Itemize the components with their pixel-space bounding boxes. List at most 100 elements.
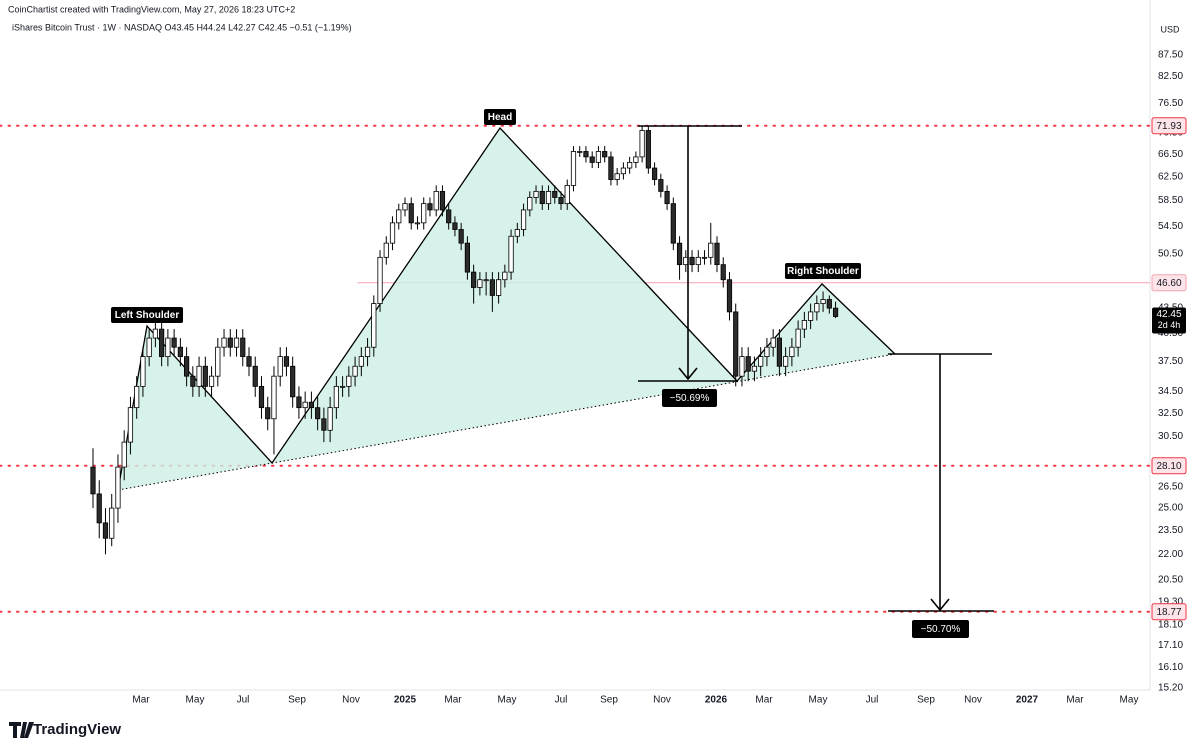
- candle-body: [140, 356, 146, 387]
- candle-body: [577, 151, 583, 153]
- label-box: [111, 307, 183, 323]
- candle-body: [240, 337, 246, 358]
- candle-body: [826, 299, 832, 309]
- candle-body: [664, 190, 670, 205]
- candle-body: [595, 151, 602, 163]
- candle-body: [296, 396, 302, 409]
- candle-body: [196, 365, 202, 387]
- brand-name: TradingView: [33, 721, 121, 738]
- candle-body: [745, 356, 751, 372]
- candle-body: [134, 385, 140, 409]
- price-tag: [1151, 274, 1187, 292]
- candle-body: [514, 229, 520, 237]
- candle-body: [446, 209, 452, 224]
- brand: TradingView: [9, 721, 121, 738]
- candle-body: [602, 151, 608, 158]
- candle-body: [483, 279, 489, 282]
- candle-body: [489, 279, 495, 296]
- candle-body: [758, 356, 764, 367]
- y-tick-label: 76.50: [1158, 98, 1183, 109]
- candle-body: [533, 190, 539, 198]
- candle-body: [171, 337, 177, 348]
- price-tag-label: 28.10: [1156, 461, 1181, 472]
- x-tick-label: Nov: [653, 695, 671, 706]
- label-box: [785, 263, 861, 279]
- candle-body: [527, 197, 533, 211]
- candle-body: [614, 173, 620, 180]
- label-box: [484, 109, 516, 125]
- candle-body: [246, 356, 252, 367]
- candle-body: [464, 242, 471, 273]
- candle-body: [639, 130, 645, 158]
- candle-body: [652, 167, 658, 180]
- candle-body: [658, 179, 664, 192]
- measure-2: [888, 353, 994, 612]
- candle-body: [146, 337, 152, 358]
- y-tick-label: 22.00: [1158, 549, 1183, 560]
- y-tick-label: 62.50: [1158, 171, 1183, 182]
- candle-body: [408, 203, 414, 224]
- candle-body: [233, 337, 240, 348]
- axes: 87.5082.5076.5070.5066.5062.5058.5054.50…: [132, 50, 1187, 706]
- candle-body: [396, 209, 402, 224]
- y-tick-label: 23.50: [1158, 525, 1183, 536]
- y-tick-label: 34.50: [1158, 386, 1183, 397]
- candle-body: [627, 162, 633, 169]
- candle-body: [271, 375, 277, 420]
- candle-body: [452, 222, 458, 230]
- x-tick-label: May: [498, 695, 517, 706]
- y-tick-label: 17.10: [1158, 640, 1183, 651]
- price-tag-label: 18.77: [1156, 607, 1181, 618]
- candle-body: [670, 203, 676, 244]
- x-tick-label: Mar: [755, 695, 773, 706]
- x-tick-label: Jul: [866, 695, 879, 706]
- right-shoulder-label: Right Shoulder: [787, 266, 859, 277]
- credit: CoinChartist created with TradingView.co…: [8, 4, 295, 14]
- candle-body: [265, 407, 271, 420]
- candle-body: [202, 365, 208, 387]
- price-tag: [1151, 457, 1187, 475]
- candle-body: [115, 466, 121, 509]
- candle-body: [414, 222, 421, 225]
- candle-body: [783, 356, 789, 367]
- candle-body: [814, 303, 820, 313]
- price-tag-label: 71.93: [1156, 121, 1181, 132]
- candle-body: [277, 356, 283, 377]
- candle-body: [377, 256, 383, 304]
- candle-body: [739, 356, 745, 377]
- pattern-drawing: [117, 126, 896, 491]
- candle-body: [221, 337, 227, 348]
- candle-body: [364, 346, 371, 358]
- x-tick-label: May: [1120, 695, 1139, 706]
- candle-body: [701, 256, 708, 259]
- pattern-labels: Head Left Shoulder Right Shoulder −50.69…: [111, 109, 969, 638]
- y-tick-label: 82.50: [1158, 71, 1183, 82]
- y-tick-label: 19.30: [1158, 596, 1183, 607]
- candle-body: [676, 242, 683, 266]
- candle-body: [258, 385, 265, 409]
- y-tick-label: 58.50: [1158, 195, 1183, 206]
- candle-body: [751, 365, 758, 372]
- candle-body: [371, 303, 377, 348]
- x-tick-label: 2026: [705, 695, 728, 706]
- candle-body: [801, 320, 807, 330]
- x-tick-label: Jul: [555, 695, 568, 706]
- candle-body: [764, 346, 770, 358]
- candle-body: [808, 311, 814, 321]
- x-tick-label: May: [186, 695, 205, 706]
- candle-body: [439, 190, 446, 211]
- candle-body: [352, 365, 358, 377]
- candle-body: [327, 407, 333, 431]
- candle-body: [109, 507, 115, 539]
- candle-body: [402, 203, 408, 211]
- candle-body: [346, 375, 352, 387]
- x-tick-label: Sep: [600, 695, 618, 706]
- candle-body: [90, 466, 96, 495]
- candle-body: [433, 190, 439, 211]
- candle-body: [183, 356, 190, 377]
- candle-body: [252, 365, 258, 387]
- y-tick-label: 87.50: [1158, 50, 1183, 61]
- candle-body: [608, 156, 614, 180]
- drop-label: −50.69%: [670, 393, 710, 404]
